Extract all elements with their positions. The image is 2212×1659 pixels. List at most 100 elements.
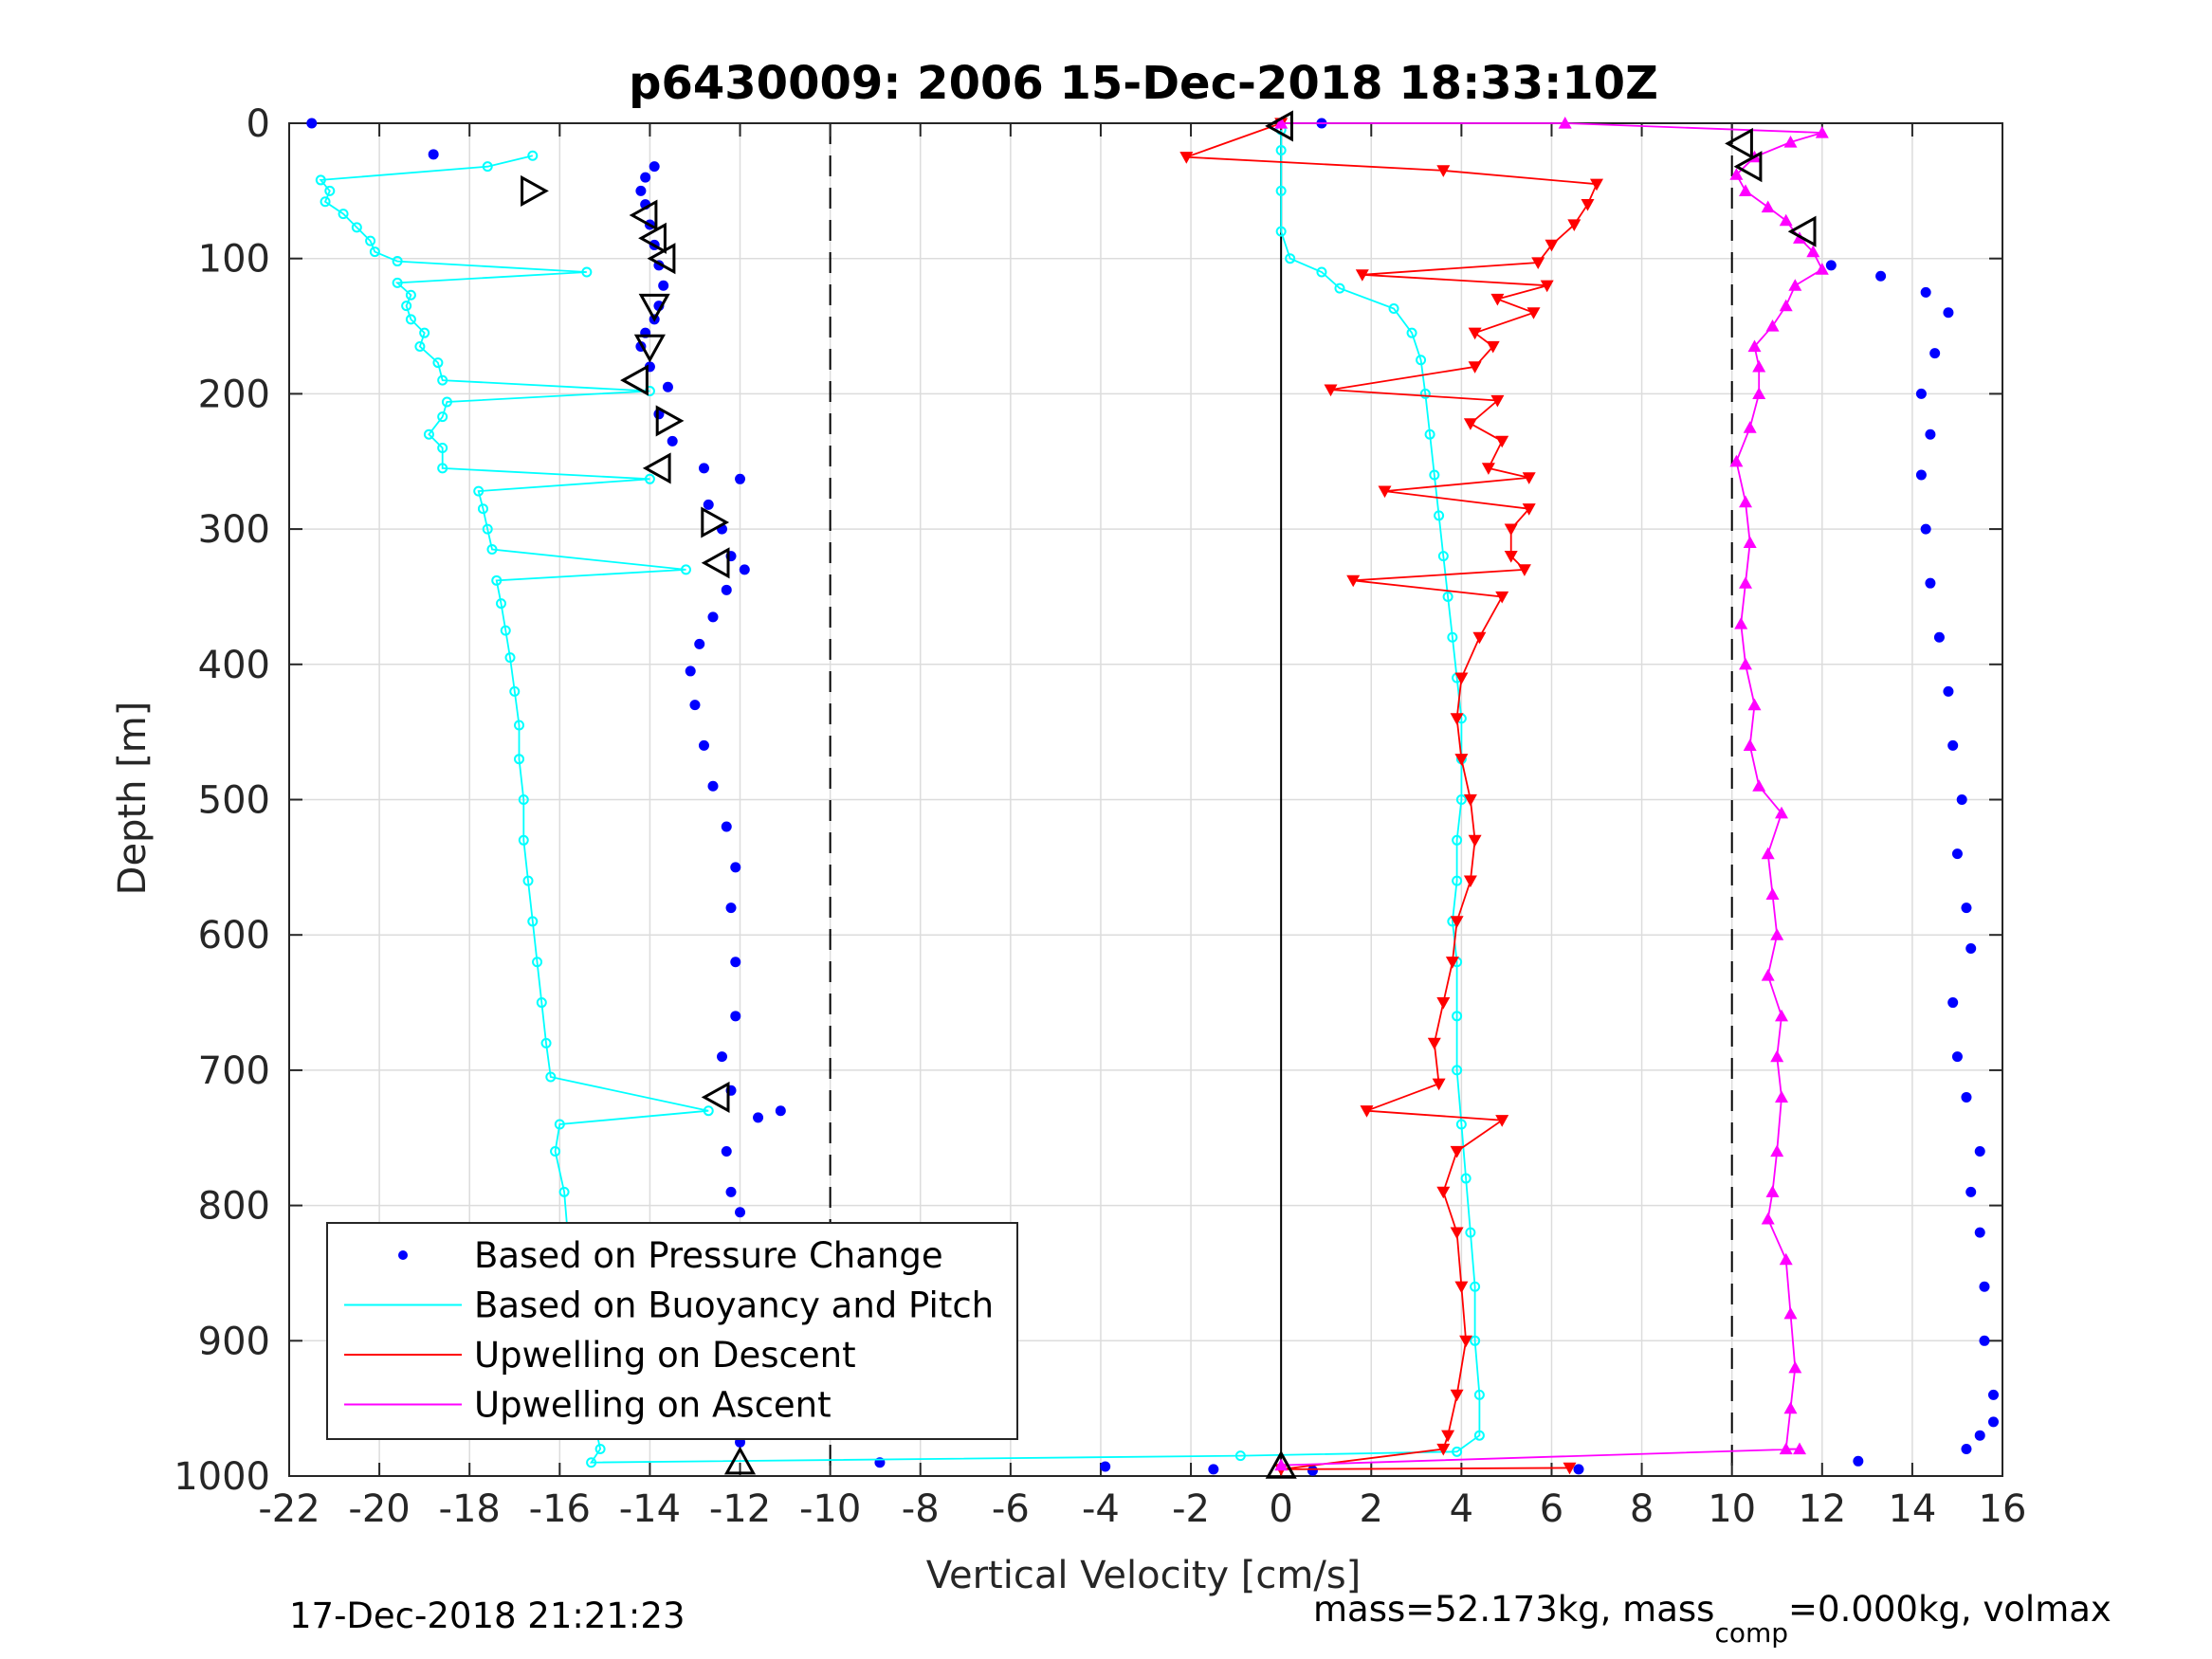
data-point: [1436, 165, 1451, 177]
x-tick-label: 2: [1360, 1487, 1383, 1531]
data-point: [730, 1011, 741, 1022]
data-point: [1947, 739, 1959, 751]
data-point: [1915, 469, 1927, 481]
data-point: [1779, 299, 1793, 312]
data-point: [1455, 1119, 1467, 1130]
data-point: [1463, 793, 1477, 807]
data-point: [320, 196, 331, 208]
data-point: [1761, 969, 1775, 981]
data-point: [1752, 387, 1766, 399]
data-point: [1522, 503, 1536, 516]
data-point: [1743, 536, 1757, 548]
data-point: [504, 652, 516, 664]
data-point: [1378, 485, 1392, 499]
x-tick-label: -6: [992, 1487, 1030, 1531]
data-point: [1481, 463, 1495, 475]
data-point: [1406, 327, 1417, 338]
data-point: [1450, 1145, 1464, 1158]
data-point: [1770, 928, 1784, 940]
data-point: [486, 544, 498, 556]
x-tick-label: 4: [1450, 1487, 1473, 1531]
data-point: [1450, 916, 1464, 928]
data-point: [694, 638, 705, 649]
data-point: [717, 1051, 728, 1063]
marker-triangle: [1725, 127, 1753, 159]
data-point: [721, 584, 732, 595]
x-tick-label: -14: [619, 1487, 681, 1531]
x-tick-label: -18: [439, 1487, 501, 1531]
data-point: [1929, 348, 1941, 359]
data-point: [1739, 184, 1752, 196]
series-line: [1281, 122, 1823, 1467]
x-tick-label: 10: [1708, 1487, 1756, 1531]
data-point: [1495, 435, 1509, 448]
data-point: [1739, 576, 1752, 589]
data-point: [1436, 997, 1451, 1010]
data-point: [1747, 698, 1762, 711]
x-tick-label: 6: [1540, 1487, 1563, 1531]
data-point: [1429, 469, 1440, 481]
data-point: [1761, 1212, 1775, 1225]
data-point: [414, 340, 426, 352]
data-point: [1775, 806, 1788, 819]
data-point: [1460, 1173, 1472, 1184]
marker-triangle: [647, 243, 676, 275]
data-point: [1761, 847, 1775, 860]
data-point: [1234, 1450, 1246, 1462]
data-point: [1761, 200, 1775, 213]
legend-label: Upwelling on Ascent: [474, 1385, 832, 1426]
data-point: [1793, 1442, 1806, 1455]
data-point: [698, 463, 709, 474]
data-point: [1470, 1335, 1481, 1346]
data-point: [735, 1207, 746, 1218]
data-point: [1208, 1464, 1219, 1475]
data-point: [392, 277, 403, 288]
data-point: [1979, 1335, 1990, 1346]
data-point: [667, 435, 678, 447]
data-point: [482, 161, 493, 173]
data-point: [640, 172, 651, 183]
data-point: [1765, 319, 1780, 332]
x-tick-label: 14: [1888, 1487, 1936, 1531]
data-point: [1729, 168, 1744, 180]
data-point: [730, 862, 741, 873]
data-point: [491, 574, 503, 586]
data-point: [1427, 1037, 1441, 1050]
data-point: [649, 161, 660, 173]
data-point: [1558, 117, 1572, 129]
y-tick-label: 200: [198, 373, 270, 416]
y-tick-label: 1000: [174, 1455, 270, 1499]
data-point: [1788, 1360, 1802, 1374]
data-point: [1765, 1185, 1780, 1197]
data-point: [428, 149, 439, 160]
data-point: [1729, 454, 1744, 467]
data-point: [1526, 307, 1541, 319]
legend-label: Upwelling on Descent: [474, 1335, 856, 1376]
data-point: [662, 381, 673, 392]
data-point: [698, 739, 709, 751]
data-point: [735, 473, 746, 484]
data-point: [482, 523, 493, 535]
data-point: [401, 301, 412, 312]
data-point: [1925, 577, 1936, 589]
data-point: [1806, 245, 1820, 258]
data-point: [1452, 834, 1463, 846]
data-point: [514, 754, 525, 765]
data-point: [721, 1146, 732, 1158]
x-tick-label: -20: [348, 1487, 410, 1531]
data-point: [1925, 428, 1936, 440]
data-point: [1920, 523, 1931, 535]
data-point: [1472, 631, 1487, 645]
data-point: [554, 1119, 565, 1130]
data-point: [1815, 126, 1829, 138]
data-point: [730, 957, 741, 968]
data-point: [753, 1112, 764, 1123]
data-point: [1100, 1461, 1111, 1472]
data-point: [437, 442, 448, 453]
x-tick-label: -4: [1082, 1487, 1120, 1531]
data-point: [315, 174, 326, 186]
data-point: [1465, 1227, 1476, 1238]
data-point: [1779, 213, 1793, 227]
data-point: [473, 485, 484, 497]
